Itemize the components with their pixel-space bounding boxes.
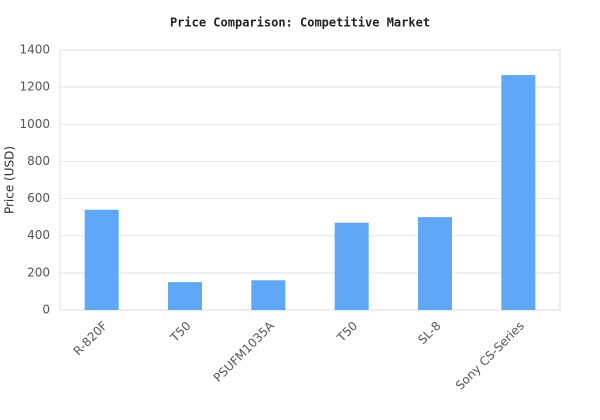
bar [84,209,119,310]
x-tick-label: PSUFM1035A [211,318,278,385]
x-tick-label: T50 [167,319,194,346]
bar [501,75,536,310]
bar [251,280,286,310]
bar [418,217,452,310]
y-tick-label: 800 [27,154,50,168]
y-tick-label: 400 [27,228,50,242]
x-tick-label: SL-8 [415,319,443,347]
y-tick-label: 600 [27,191,50,205]
x-tick-label: Sony CS-Series [453,319,527,393]
x-tick-label: T50 [334,319,361,346]
bar [168,282,202,310]
y-tick-label: 1000 [19,117,50,131]
chart-title: Price Comparison: Competitive Market [170,16,430,30]
plot-frame [59,49,561,311]
y-tick-label: 1200 [19,80,50,94]
x-tick-label: R-820F [71,319,111,359]
y-axis-title: Price (USD) [3,146,17,214]
y-tick-label: 1400 [19,43,50,57]
y-tick-label: 0 [42,303,50,317]
y-tick-label: 200 [27,265,50,279]
bar [334,222,369,310]
